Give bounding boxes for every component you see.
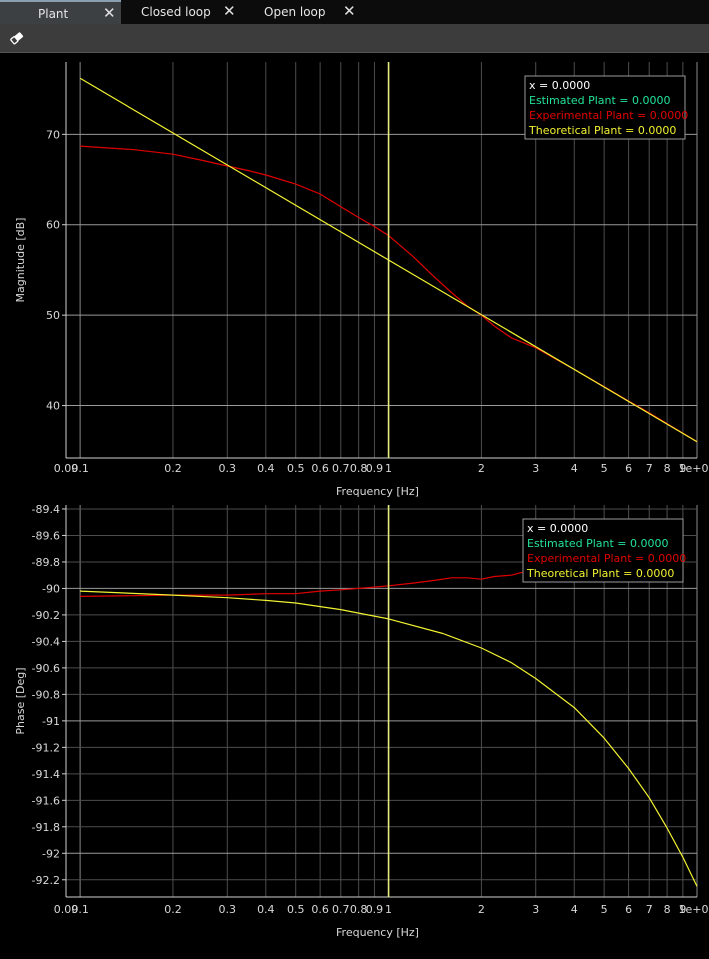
theoretical-plant-line [80, 590, 698, 887]
legend-entry: x = 0.0000 [529, 79, 590, 92]
y-tick-label: -91.2 [32, 741, 60, 754]
phase-chart: 0.090.1 0.2 0.3 0.4 0.5 0.6 0.7 0.80.9 1 2 3 4 5 6 7 8 9… [14, 503, 709, 939]
x-tick-label: 4 [571, 903, 578, 916]
x-tick-label: 0.2 [164, 903, 182, 916]
legend: x = 0.0000 Estimated Plant = 0.0000 Experi… [524, 75, 688, 140]
y-tick-label: -92.2 [32, 874, 60, 887]
x-tick-label: 0.8 [350, 903, 368, 916]
x-tick-label: 8 [664, 903, 671, 916]
x-tick-label: 7 [646, 903, 653, 916]
x-tick-label: 0.09 [54, 903, 79, 916]
x-tick-label: 0.3 [219, 462, 237, 475]
legend-entry: Estimated Plant = 0.0000 [527, 537, 668, 550]
x-tick-label: 0.5 [287, 903, 305, 916]
x-tick-label: 1e+01 [679, 903, 709, 916]
x-tick-label: 5 [601, 903, 608, 916]
y-axis-label: Magnitude [dB] [14, 218, 27, 303]
grid [65, 62, 698, 458]
legend-entry: Theoretical Plant = 0.0000 [528, 124, 676, 137]
x-axis-label: Frequency [Hz] [336, 926, 419, 939]
x-tick-label: 0.7 [332, 462, 350, 475]
toolbar [0, 24, 709, 53]
phase-plot: 0.09 0.1 0.2 0.3 0.4 0.5 0.6 0.7 0.8 0.9 1 2 3 4 5 6 7 8 9… [0, 501, 709, 955]
x-tick-label: 5 [601, 462, 608, 475]
tab-closed-loop[interactable]: Closed loop ✕ [121, 0, 241, 24]
x-tick-label: 6 [625, 903, 632, 916]
x-tick-label: 0.1 [71, 903, 89, 916]
tab-open-loop[interactable]: Open loop ✕ [241, 0, 361, 24]
legend-entry: x = 0.0000 [527, 522, 588, 535]
legend-entry: Experimental Plant = 0.0000 [529, 109, 688, 122]
x-tick-label: 0.2 [164, 462, 182, 475]
y-tick-label: -92 [42, 847, 60, 860]
eraser-icon[interactable] [9, 30, 25, 46]
x-tick-label: 0.9 [366, 462, 384, 475]
y-tick-label: -89.4 [32, 503, 60, 516]
legend-box [524, 75, 686, 140]
x-tick-label: 7 [646, 462, 653, 475]
x-tick-label: 0.1 [71, 462, 89, 475]
x-tick-label: 0.4 [257, 903, 275, 916]
x-tick-label: 0.09 [54, 462, 79, 475]
legend-entry: Estimated Plant = 0.0000 [529, 94, 670, 107]
y-tick-label: -91.8 [32, 821, 60, 834]
legend-entry: Theoretical Plant = 0.0000 [526, 567, 674, 580]
x-tick-label: 0.6 [311, 462, 329, 475]
x-tick-label: 4 [571, 462, 578, 475]
y-tick-label: -90.8 [32, 688, 60, 701]
y-tick-label: -90 [42, 582, 60, 595]
x-tick-label: 3 [532, 462, 539, 475]
x-axis-label: Frequency [Hz] [336, 485, 419, 498]
y-tick-label: -91.6 [32, 794, 60, 807]
y-tick-label: 70 [46, 128, 60, 141]
close-icon[interactable]: ✕ [223, 2, 236, 20]
x-tick-label: 0.9 [366, 903, 384, 916]
magnitude-chart: 0.090.1 0.2 0.3 0.4 0.5 0.6 0.7 0.80.9 1 2 3 4 5 6 7 8 9… [14, 62, 709, 498]
x-tick-label: 0.3 [219, 903, 237, 916]
y-tick-label: 40 [46, 400, 60, 413]
x-tick-label: 1 [385, 462, 392, 475]
experimental-plant-line [80, 564, 537, 597]
x-tick-label: 0.8 [350, 462, 368, 475]
x-tick-label: 1 [385, 903, 392, 916]
tab-label: Closed loop [141, 5, 211, 19]
y-tick-label: -91.4 [32, 768, 60, 781]
x-tick-label: 1e+01 [679, 462, 709, 475]
y-tick-label: -90.4 [32, 635, 60, 648]
y-tick-label: -89.6 [32, 529, 60, 542]
x-tick-label: 9 [679, 903, 686, 916]
x-tick-label: 0.4 [257, 462, 275, 475]
y-axis-label: Phase [Deg] [14, 667, 27, 734]
x-tick-label: 9 [679, 462, 686, 475]
x-tick-label: 2 [478, 903, 485, 916]
x-tick-label: 0.7 [332, 903, 350, 916]
legend: x = 0.0000 Estimated Plant = 0.0000 Experi… [522, 518, 686, 583]
y-tick-label: -91 [42, 715, 60, 728]
close-icon[interactable]: ✕ [343, 2, 356, 20]
close-icon[interactable]: ✕ [103, 4, 116, 22]
tab-label: Plant [38, 7, 69, 21]
y-tick-label: -90.6 [32, 662, 60, 675]
x-tick-label: 8 [664, 462, 671, 475]
x-tick-label: 6 [625, 462, 632, 475]
tab-plant[interactable]: Plant ✕ [0, 0, 121, 24]
y-tick-label: -90.2 [32, 609, 60, 622]
x-tick-label: 0.6 [311, 903, 329, 916]
x-tick-label: 0.5 [287, 462, 305, 475]
legend-box [522, 518, 684, 583]
tab-label: Open loop [264, 5, 326, 19]
tab-bar: Plant ✕ Closed loop ✕ Open loop ✕ [0, 0, 709, 24]
x-tick-label: 2 [478, 462, 485, 475]
x-tick-label: 3 [532, 903, 539, 916]
y-tick-label: 50 [46, 309, 60, 322]
magnitude-plot: 0.09 0.1 0.2 0.3 0.4 0.5 0.6 0.7 0.8 0.9 1 2 3 4 5 6 7 8 9… [0, 54, 709, 501]
y-tick-label: 60 [46, 219, 60, 232]
y-tick-label: -89.8 [32, 556, 60, 569]
legend-entry: Experimental Plant = 0.0000 [527, 552, 686, 565]
